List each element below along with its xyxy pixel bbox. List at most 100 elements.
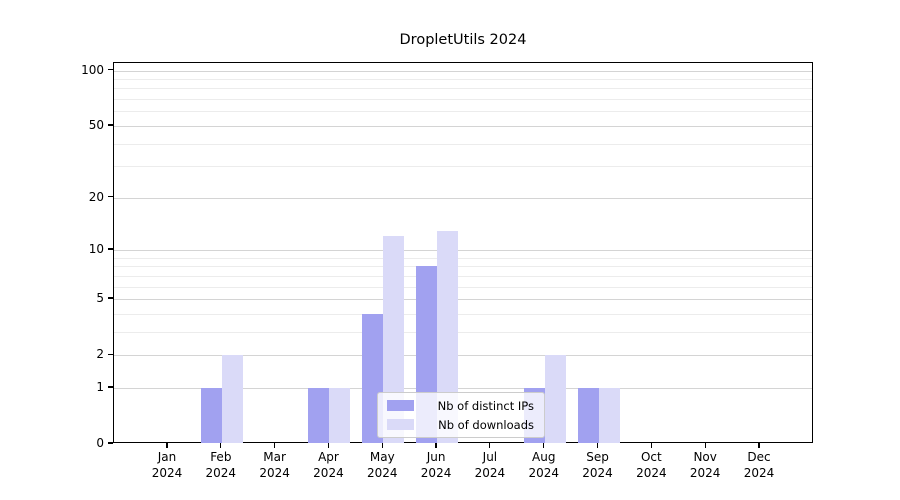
y-axis-tick-label: 0 <box>96 436 104 450</box>
x-axis-tick-mark <box>596 443 599 448</box>
gridline-minor <box>114 166 812 168</box>
x-axis-tick-label-month: Jun <box>426 450 446 464</box>
x-axis-tick-label: Apr 2024 <box>298 450 358 481</box>
gridline-major <box>114 387 812 389</box>
plot-area <box>113 62 813 443</box>
gridline-minor <box>114 79 812 81</box>
legend-swatch-distinct-ips <box>387 400 414 411</box>
y-axis-tick-label: 1 <box>96 379 104 394</box>
x-axis-tick-label: Oct 2024 <box>621 450 681 481</box>
x-axis-tick-mark <box>327 443 330 448</box>
x-axis-tick-label-month: Apr <box>318 450 339 464</box>
x-axis-tick-mark <box>166 443 168 448</box>
x-axis-tick-label: Feb 2024 <box>191 450 251 481</box>
x-axis-tick-mark <box>650 443 652 448</box>
x-axis-tick-label-month: Jan <box>157 450 177 464</box>
x-axis-tick-label-month: Jul <box>482 450 498 464</box>
x-axis-tick-label-year: 2024 <box>420 465 452 480</box>
gridline-minor <box>114 99 812 101</box>
x-axis-tick-label-year: 2024 <box>366 465 398 480</box>
x-axis-tick-label-month: Sep <box>586 450 609 464</box>
x-axis-tick-label-year: 2024 <box>636 465 667 480</box>
x-axis-tick-label: Aug 2024 <box>514 450 574 481</box>
legend-label-downloads: Nb of downloads <box>438 417 534 432</box>
x-axis-tick-label: Sep 2024 <box>568 450 628 481</box>
x-axis-tick-label-year: 2024 <box>582 465 613 480</box>
gridline-major <box>114 299 812 301</box>
bar-downloads-aug <box>544 355 566 443</box>
x-axis-tick-mark <box>758 443 760 448</box>
legend-entry-distinct-ips: Nb of distinct IPs <box>387 398 534 413</box>
x-axis-tick-mark <box>704 443 706 448</box>
x-axis-tick-label-year: 2024 <box>528 465 559 480</box>
legend-entry-downloads: Nb of downloads <box>387 417 534 432</box>
y-axis-tick-mark <box>108 353 113 355</box>
x-axis-tick-label-month: Feb <box>210 450 232 464</box>
chart-title: DropletUtils 2024 <box>399 32 527 48</box>
x-axis-tick-label: Nov 2024 <box>675 450 735 481</box>
x-axis-tick-label-month: Dec <box>747 450 771 464</box>
x-axis-tick-label-year: 2024 <box>259 465 290 480</box>
y-axis-tick-mark <box>108 442 113 444</box>
gridline-minor <box>114 275 812 277</box>
y-axis-tick-label: 2 <box>96 347 104 362</box>
y-axis-tick-mark <box>108 248 113 250</box>
x-axis-tick-label-year: 2024 <box>151 465 183 480</box>
x-axis-tick-label-year: 2024 <box>205 465 237 480</box>
x-axis-tick-label: May 2024 <box>352 450 412 481</box>
x-axis-tick-mark <box>381 443 383 448</box>
y-axis-tick-label: 10 <box>88 242 104 256</box>
bar-downloads-jun <box>437 230 459 443</box>
gridline-major <box>114 70 812 72</box>
x-axis-tick-label-year: 2024 <box>689 465 721 480</box>
bar-downloads-apr <box>329 387 351 443</box>
gridline-major <box>114 197 812 199</box>
gridline-major <box>114 125 812 127</box>
x-axis-tick-label-month: May <box>369 450 395 464</box>
legend-label-distinct-ips: Nb of distinct IPs <box>437 398 534 413</box>
y-axis-tick-mark <box>108 297 113 299</box>
gridline-major <box>114 250 812 251</box>
y-axis-tick-label: 100 <box>81 62 104 77</box>
y-axis-tick-label: 50 <box>88 117 104 132</box>
y-axis-tick-mark <box>108 124 113 126</box>
bar-ips-apr <box>308 387 330 443</box>
gridline-minor <box>114 143 812 145</box>
bar-ips-feb <box>200 387 222 443</box>
x-axis-tick-mark <box>489 443 491 448</box>
gridline-minor <box>114 88 812 90</box>
x-axis-tick-label-year: 2024 <box>313 465 344 480</box>
y-axis-tick-mark <box>108 386 113 388</box>
bar-downloads-may <box>383 236 405 443</box>
gridline-minor <box>114 286 812 288</box>
x-axis-tick-label: Jan 2024 <box>137 450 197 481</box>
x-axis-tick-label-month: Nov <box>693 450 717 464</box>
x-axis-tick-label-year: 2024 <box>474 465 506 480</box>
x-axis-tick-label-month: Mar <box>263 450 286 464</box>
x-axis-tick-label-month: Oct <box>640 450 662 464</box>
bar-downloads-sep <box>598 387 620 443</box>
x-axis-tick-mark <box>220 443 222 448</box>
y-axis-tick-label: 5 <box>96 291 104 306</box>
gridline-minor <box>114 266 812 268</box>
x-axis-tick-mark <box>543 443 545 448</box>
gridline-major <box>114 355 812 357</box>
legend: Nb of distinct IPs Nb of downloads <box>377 392 545 438</box>
y-axis-tick-mark <box>108 196 113 198</box>
x-axis-tick-mark <box>435 443 437 448</box>
x-axis-tick-label: Jun 2024 <box>406 450 466 481</box>
x-axis-tick-label: Jul 2024 <box>460 450 520 481</box>
bar-ips-sep <box>577 387 599 443</box>
x-axis-tick-mark <box>274 443 276 448</box>
x-axis-tick-label: Mar 2024 <box>245 450 305 481</box>
x-axis-tick-label-month: Aug <box>532 450 556 464</box>
gridline-minor <box>114 111 812 113</box>
x-axis-tick-label: Dec 2024 <box>729 450 789 481</box>
gridline-minor <box>114 313 812 315</box>
gridline-minor <box>114 331 812 333</box>
y-axis-tick-label: 20 <box>88 189 104 204</box>
legend-swatch-downloads <box>387 419 414 430</box>
x-axis-tick-label-year: 2024 <box>743 465 775 480</box>
bar-downloads-feb <box>221 355 243 443</box>
